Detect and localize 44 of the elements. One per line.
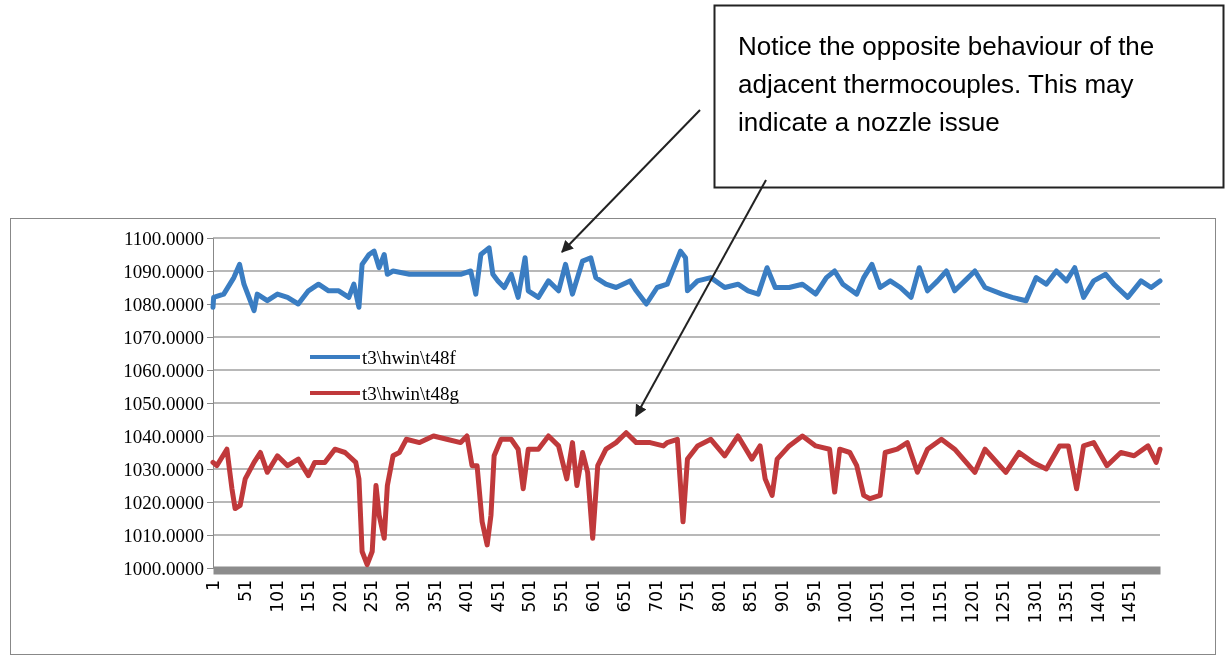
x-tick-label: 551 — [550, 580, 571, 613]
y-tick-label: 1000.0000 — [123, 557, 204, 579]
x-tick-label: 451 — [487, 580, 508, 613]
x-tick-label: 901 — [772, 580, 793, 613]
x-tick-label: 151 — [298, 580, 319, 613]
x-tick-label: 1001 — [835, 580, 856, 624]
x-tick-label: 601 — [582, 580, 603, 613]
x-tick-label: 851 — [740, 580, 761, 613]
x-tick-label: 301 — [392, 580, 413, 613]
x-tick-label: 1351 — [1056, 580, 1077, 624]
x-tick-label: 951 — [803, 580, 824, 613]
y-tick-label: 1080.0000 — [123, 293, 204, 315]
text: Notice the opposite behaviour of the adjacent thermocouples. This may indicate a nozzle issue — [738, 31, 1155, 137]
x-tick-label: 1 — [203, 580, 224, 591]
x-tick-label: 401 — [456, 580, 477, 613]
y-tick-label: 1070.0000 — [123, 326, 204, 348]
y-tick-label: 1030.0000 — [123, 458, 204, 480]
x-tick-label: 651 — [614, 580, 635, 613]
x-tick-label: 1101 — [898, 580, 919, 624]
x-tick-label: 1151 — [929, 580, 950, 624]
x-tick-label: 701 — [645, 580, 666, 613]
y-tick-label: 1090.0000 — [123, 260, 204, 282]
x-tick-label: 1201 — [961, 580, 982, 624]
y-tick-label: 1010.0000 — [123, 524, 204, 546]
x-tick-label: 101 — [266, 580, 287, 613]
y-tick-label: 1060.0000 — [123, 359, 204, 381]
x-tick-label: 201 — [329, 580, 350, 613]
x-tick-label: 251 — [361, 580, 382, 613]
x-tick-label: 801 — [708, 580, 729, 613]
x-tick-label: 1451 — [1119, 580, 1140, 624]
legend-label: t3\hwin\t48g — [362, 382, 460, 404]
x-tick-label: 1401 — [1087, 580, 1108, 624]
y-tick-label: 1050.0000 — [123, 392, 204, 414]
y-tick-label: 1040.0000 — [123, 425, 204, 447]
x-tick-label: 501 — [519, 580, 540, 613]
x-tick-label: 1051 — [866, 580, 887, 624]
y-tick-label: 1100.0000 — [123, 227, 204, 249]
y-tick-label: 1020.0000 — [123, 491, 204, 513]
x-tick-label: 1301 — [1024, 580, 1045, 624]
x-tick-label: 751 — [677, 580, 698, 613]
x-tick-label: 1251 — [993, 580, 1014, 624]
x-tick-label: 51 — [235, 580, 256, 602]
legend-label: t3\hwin\t48f — [362, 346, 457, 368]
x-tick-label: 351 — [424, 580, 445, 613]
